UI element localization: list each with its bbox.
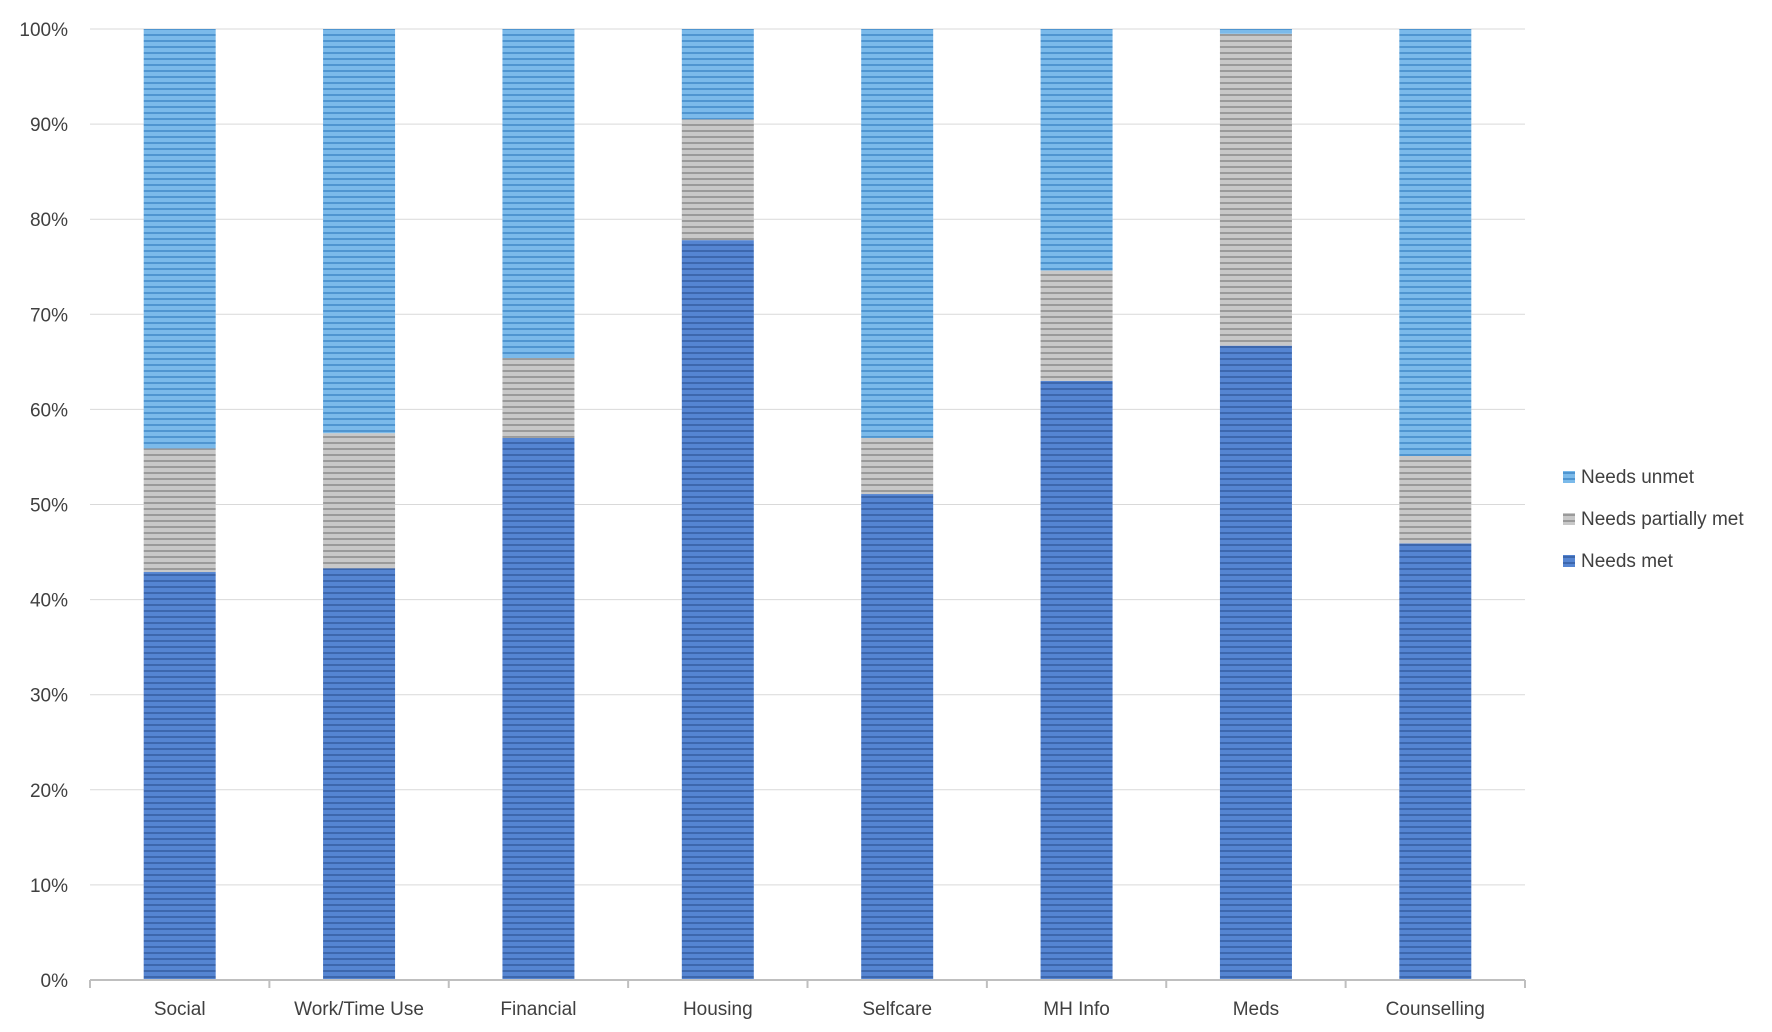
x-axis xyxy=(89,979,1526,988)
x-category-label: Housing xyxy=(683,999,753,1020)
bar-segment-needs-partially-met xyxy=(1040,270,1113,381)
bars xyxy=(143,29,1472,981)
y-tick-label: 40% xyxy=(30,591,68,612)
legend-label: Needs partially met xyxy=(1581,509,1744,530)
bar-segment-needs-unmet xyxy=(323,29,396,434)
bar-segment-needs-partially-met xyxy=(502,358,575,438)
legend-label: Needs unmet xyxy=(1581,467,1695,488)
x-category-label: Counselling xyxy=(1386,999,1485,1020)
bar-segment-needs-unmet xyxy=(1040,29,1113,271)
y-tick-label: 70% xyxy=(30,305,68,326)
bar-segment-needs-unmet xyxy=(1399,29,1472,456)
bar-segment-needs-met xyxy=(502,437,575,980)
x-category-label: Social xyxy=(154,999,206,1020)
legend-swatch xyxy=(1563,513,1575,525)
x-category-label: Selfcare xyxy=(862,999,932,1020)
y-tick-label: 60% xyxy=(30,400,68,421)
bar-segment-needs-partially-met xyxy=(1399,455,1472,544)
gridlines xyxy=(90,28,1525,886)
y-tick-label: 100% xyxy=(19,20,68,41)
x-category-label: Meds xyxy=(1233,999,1279,1020)
bar-segment-needs-met xyxy=(1219,345,1292,981)
legend: Needs unmet Needs partially met Needs met xyxy=(1563,467,1744,572)
bar-segment-needs-partially-met xyxy=(861,437,934,495)
y-tick-label: 50% xyxy=(30,496,68,517)
y-tick-label: 90% xyxy=(30,115,68,136)
legend-swatch xyxy=(1563,555,1575,567)
x-axis-category-labels: Social Work/Time Use Financial Housing Selfc… xyxy=(154,999,1485,1020)
bar-segment-needs-partially-met xyxy=(143,448,216,573)
bar-segment-needs-unmet xyxy=(681,29,754,120)
bar-segment-needs-partially-met xyxy=(681,119,754,241)
y-tick-label: 80% xyxy=(30,210,68,231)
y-tick-label: 30% xyxy=(30,686,68,707)
legend-label: Needs met xyxy=(1581,551,1674,572)
bar-segment-needs-met xyxy=(1040,380,1113,980)
y-tick-label: 0% xyxy=(41,971,69,992)
x-category-label: Financial xyxy=(500,999,576,1020)
bar-segment-needs-met xyxy=(1399,543,1472,980)
y-tick-label: 20% xyxy=(30,781,68,802)
bar-segment-needs-unmet xyxy=(861,29,934,438)
bar-segment-needs-unmet xyxy=(143,29,216,449)
bar-segment-needs-met xyxy=(323,568,396,980)
legend-swatch xyxy=(1563,471,1575,483)
bar-segment-needs-unmet xyxy=(1219,29,1292,34)
bar-segment-needs-partially-met xyxy=(323,433,396,569)
y-axis-tick-labels: 0% 10% 20% 30% 40% 50% 60% 70% 80% 90% 100% xyxy=(19,20,68,992)
y-tick-label: 10% xyxy=(30,876,68,897)
bar-segment-needs-met xyxy=(681,240,754,980)
bar-segment-needs-met xyxy=(143,572,216,980)
x-category-label: MH Info xyxy=(1043,999,1110,1020)
bar-segment-needs-partially-met xyxy=(1219,33,1292,346)
x-category-label: Work/Time Use xyxy=(294,999,424,1020)
bar-segment-needs-met xyxy=(861,494,934,980)
bar-segment-needs-unmet xyxy=(502,29,575,359)
